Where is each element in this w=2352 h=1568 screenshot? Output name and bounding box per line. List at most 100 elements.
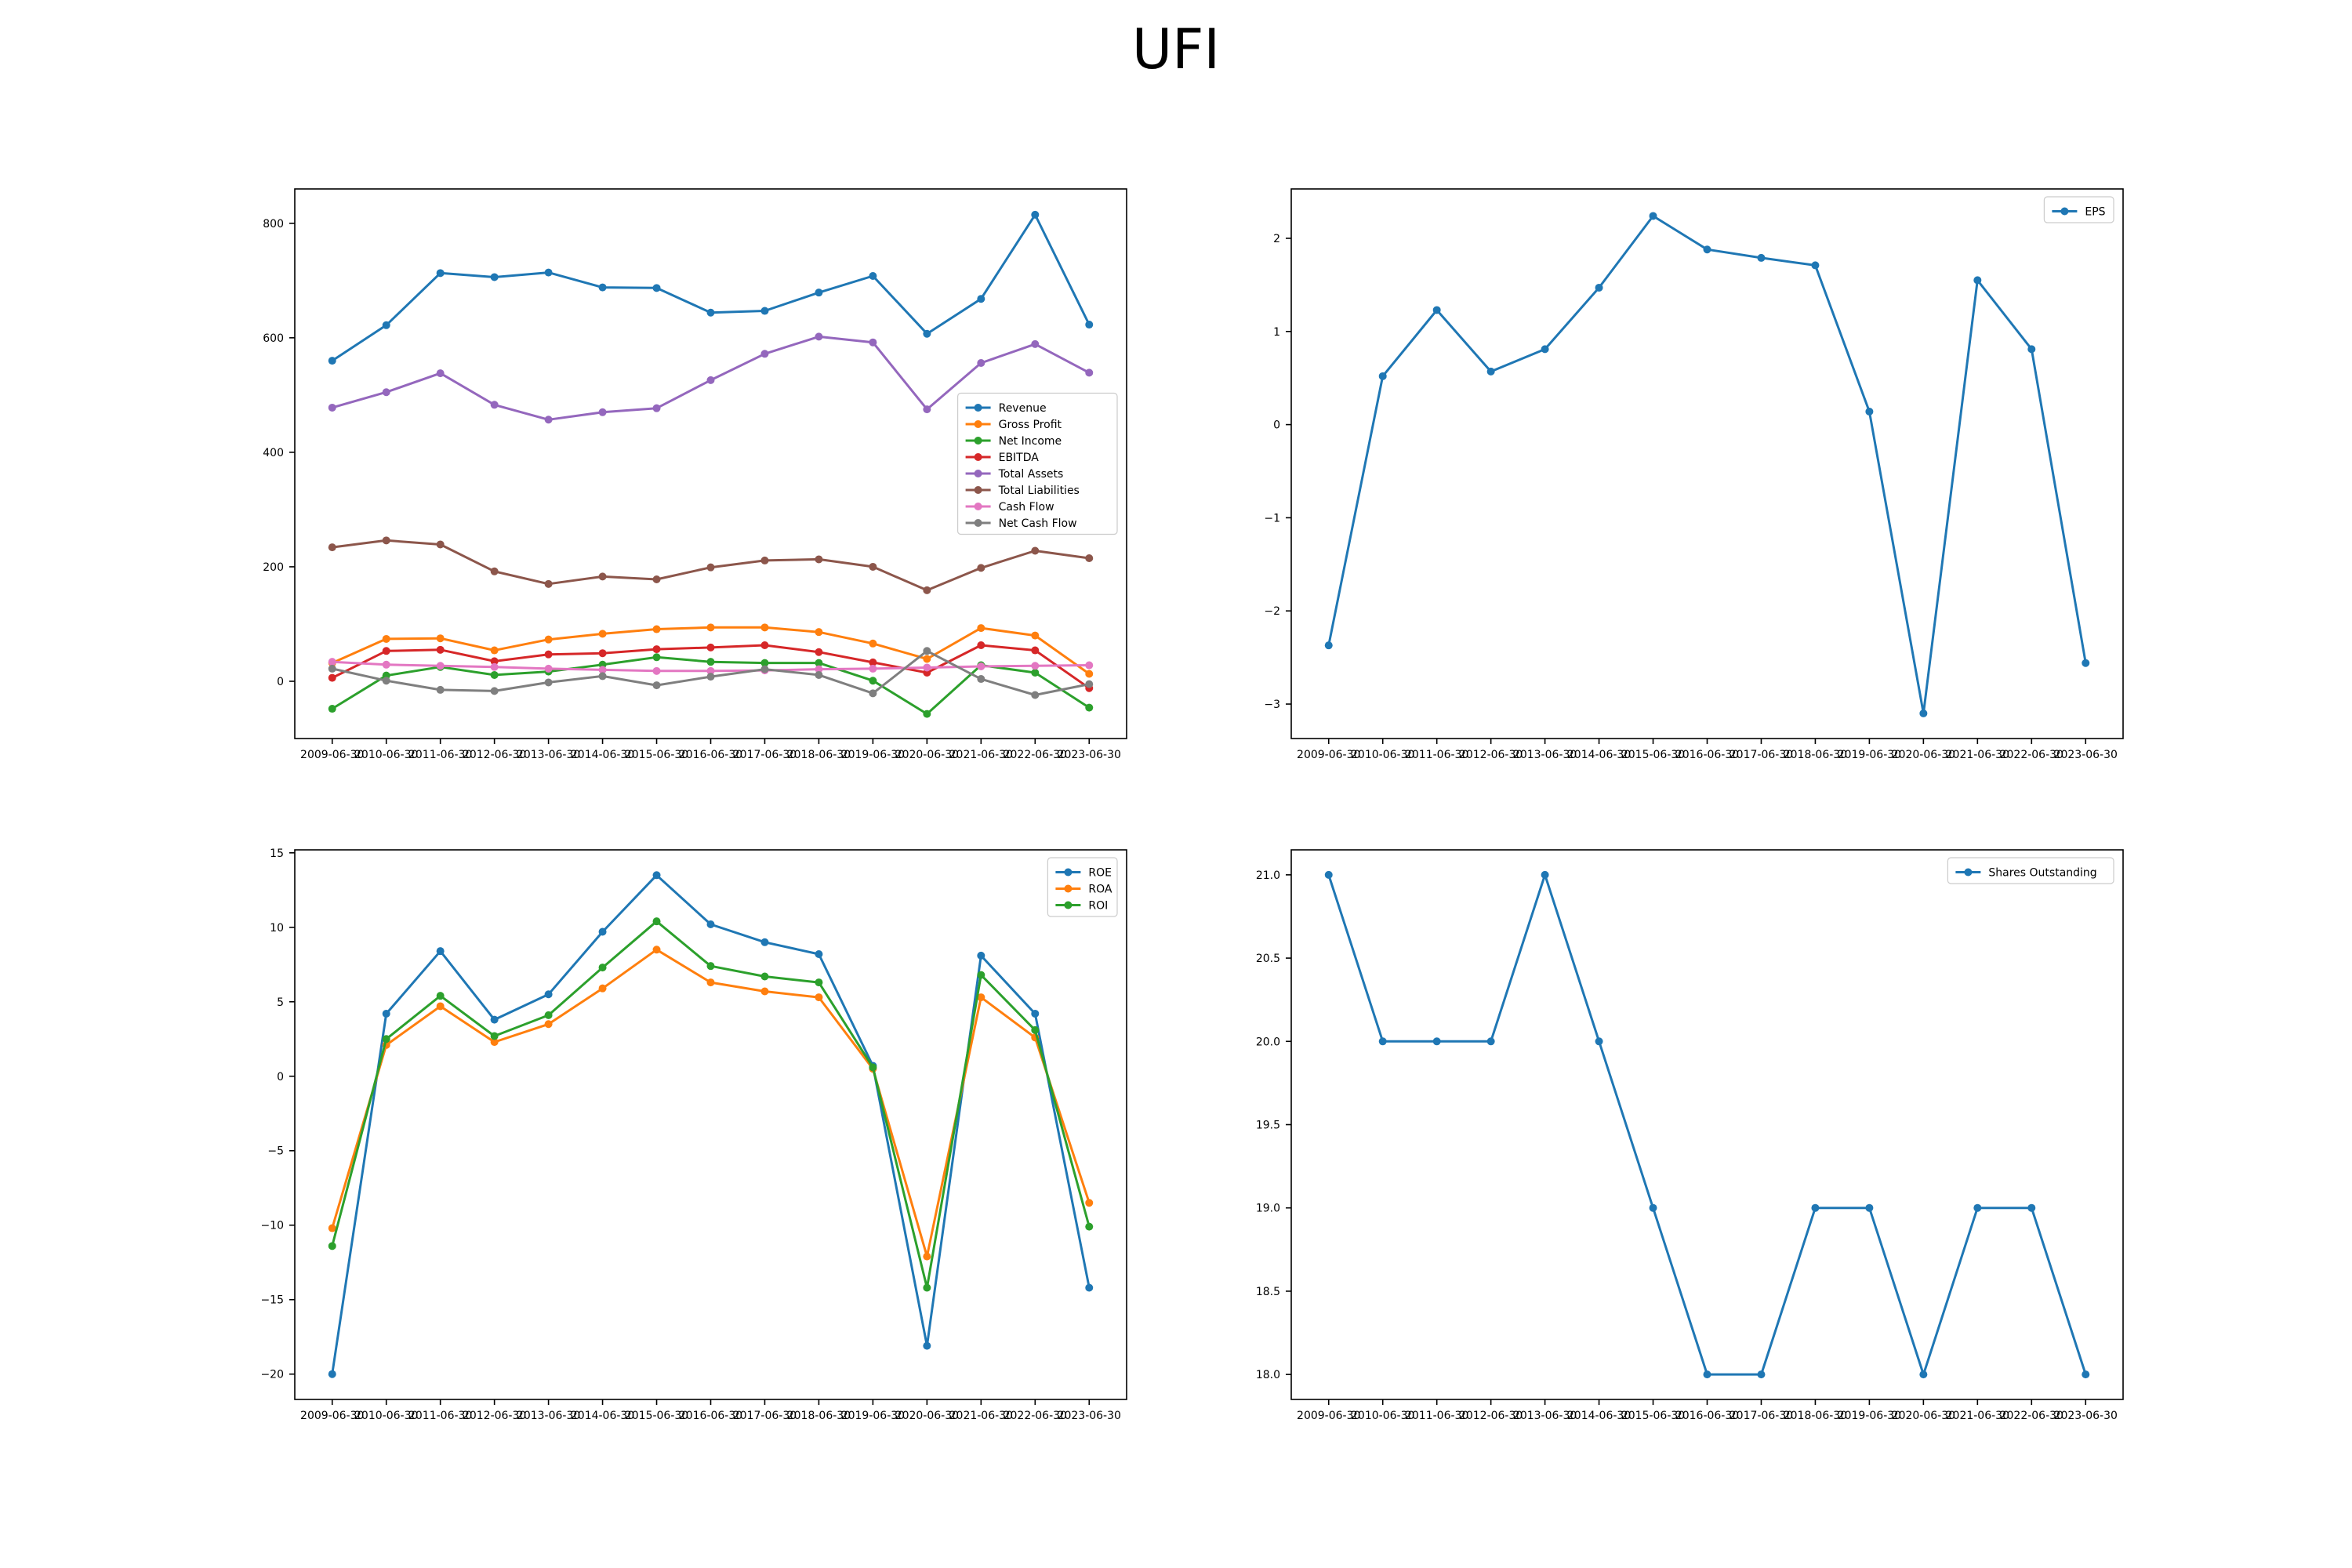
legend-swatch-marker <box>1064 884 1073 893</box>
data-point <box>1085 1283 1094 1292</box>
legend-label: Shares Outstanding <box>1988 867 2096 880</box>
x-tick-label: 2014-06-30 <box>1567 1410 1631 1422</box>
series-revenue <box>328 210 1094 365</box>
legend-swatch-marker <box>974 503 982 510</box>
legend-item-roi: ROI <box>1055 900 1108 913</box>
data-point <box>1432 1037 1441 1046</box>
series-net-cash-flow <box>328 647 1094 699</box>
legend-swatch-marker <box>974 519 982 527</box>
data-point <box>382 647 390 655</box>
x-tick-label: 2020-06-30 <box>1892 749 1955 761</box>
axes-frame <box>294 849 1127 1400</box>
data-point <box>436 369 445 378</box>
data-point <box>436 634 445 643</box>
data-point <box>652 917 661 926</box>
legend: Shares Outstanding <box>1947 857 2114 884</box>
legend-label: ROA <box>1088 884 1112 896</box>
legend: Revenue Gross Profit Net Income EBITDA Total… <box>956 392 1118 535</box>
x-tick-label: 2017-06-30 <box>1730 1410 1793 1422</box>
data-point <box>1085 670 1094 678</box>
data-point <box>436 645 445 654</box>
x-tick-label: 2015-06-30 <box>1621 1410 1685 1422</box>
x-tick-label: 2021-06-30 <box>1946 1410 2009 1422</box>
data-point <box>436 269 445 278</box>
x-tick-label: 2023-06-30 <box>2054 749 2118 761</box>
y-tick-label: 800 <box>263 218 284 230</box>
data-point <box>598 283 607 292</box>
y-tick-label: 10 <box>270 922 284 935</box>
x-tick-label: 2022-06-30 <box>2000 1410 2063 1422</box>
data-point <box>1919 709 1928 717</box>
y-tick-label: 19.5 <box>1256 1120 1280 1132</box>
legend-item-gross-profit: Gross Profit <box>965 419 1062 431</box>
legend-box <box>1947 857 2114 884</box>
data-point <box>1919 1370 1928 1379</box>
chart-panel-1: 0 200 400 600 800 2009-06-302010-06-302011-06… <box>263 188 1127 761</box>
data-point <box>815 670 823 679</box>
data-point <box>382 388 390 397</box>
data-point <box>977 971 985 979</box>
data-point <box>382 677 390 685</box>
data-point <box>923 710 931 718</box>
data-point <box>869 658 877 666</box>
y-tick-label: −2 <box>1264 605 1280 618</box>
legend-label: EPS <box>2085 206 2105 219</box>
data-point <box>544 990 553 999</box>
data-point <box>544 579 553 588</box>
y-tick-label: 0 <box>1273 419 1280 432</box>
data-point <box>598 984 607 993</box>
data-point <box>977 951 985 960</box>
data-point <box>652 645 661 654</box>
data-point <box>652 575 661 584</box>
data-point <box>490 401 499 409</box>
legend-item-shares-outstanding: Shares Outstanding <box>1955 867 2097 880</box>
data-point <box>977 641 985 649</box>
data-point <box>815 665 823 673</box>
data-point <box>328 1370 336 1378</box>
data-point <box>1649 212 1657 220</box>
data-point <box>436 947 445 956</box>
data-point <box>490 646 499 655</box>
axes-frame <box>1290 849 2124 1400</box>
x-tick-label: 2020-06-30 <box>1892 1410 1955 1422</box>
legend-swatch-marker <box>974 486 982 494</box>
x-tick-label: 2011-06-30 <box>1405 749 1468 761</box>
data-point <box>815 555 823 564</box>
data-point <box>760 350 769 358</box>
data-point <box>544 664 553 673</box>
data-point <box>977 564 985 572</box>
x-tick-label: 2014-06-30 <box>1567 749 1631 761</box>
x-tick-label: 2015-06-30 <box>625 749 688 761</box>
x-tick-label: 2017-06-30 <box>733 749 797 761</box>
x-tick-label: 2013-06-30 <box>517 1410 580 1422</box>
x-tick-label: 2014-06-30 <box>571 1410 634 1422</box>
x-tick-label: 2022-06-30 <box>1004 749 1067 761</box>
x-tick-label: 2009-06-30 <box>300 749 364 761</box>
legend-label: Total Liabilities <box>998 485 1080 497</box>
data-point <box>706 962 715 971</box>
legend-label: ROI <box>1088 900 1108 913</box>
data-point <box>544 635 553 644</box>
x-tick-label: 2012-06-30 <box>463 749 526 761</box>
data-point <box>1031 662 1040 670</box>
data-point <box>977 295 985 303</box>
series-line-eps <box>1327 215 2087 715</box>
data-point <box>1031 1025 1040 1034</box>
data-point <box>1811 1203 1820 1212</box>
data-point <box>706 623 715 632</box>
data-point <box>490 687 499 695</box>
series-cash-flow <box>328 658 1094 675</box>
data-point <box>652 404 661 412</box>
data-point <box>869 677 877 685</box>
data-point <box>328 543 336 552</box>
x-tick-label: 2021-06-30 <box>949 749 1013 761</box>
axes-frame <box>1290 188 2124 739</box>
x-tick-label: 2019-06-30 <box>1838 749 1901 761</box>
x-tick-label: 2010-06-30 <box>1351 1410 1414 1422</box>
data-point <box>1031 210 1040 219</box>
data-point <box>706 643 715 652</box>
x-tick-label: 2012-06-30 <box>1459 1410 1523 1422</box>
y-tick-label: 5 <box>277 996 284 1009</box>
data-point <box>490 273 499 281</box>
data-point <box>923 586 931 594</box>
